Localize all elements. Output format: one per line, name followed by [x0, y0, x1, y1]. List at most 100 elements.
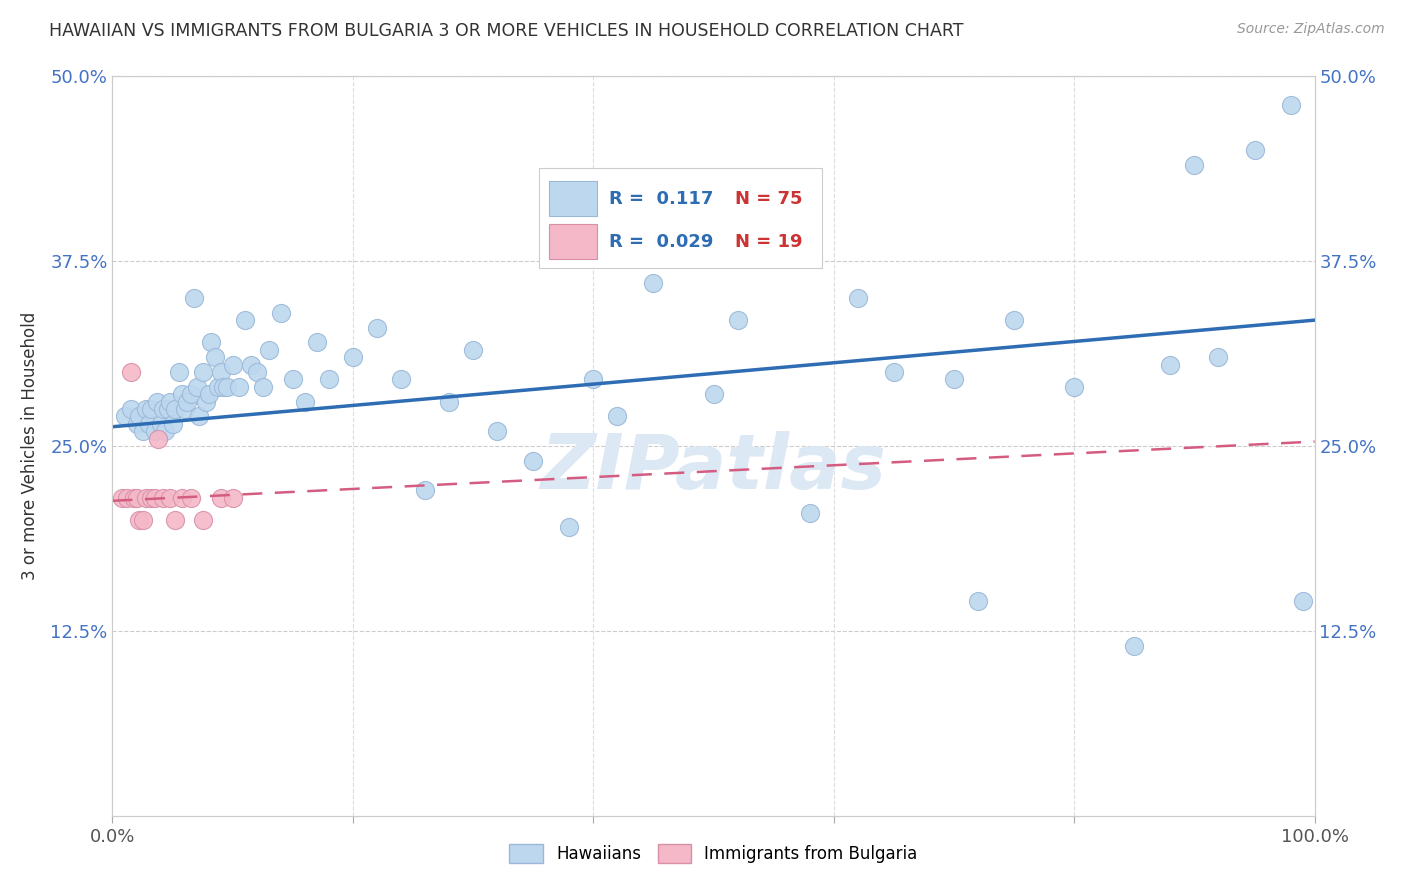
Point	[228, 380, 250, 394]
Point	[172, 491, 194, 505]
FancyBboxPatch shape	[548, 181, 598, 217]
Point	[212, 380, 235, 394]
Point	[159, 491, 181, 505]
Point	[389, 372, 412, 386]
Point	[138, 417, 160, 431]
FancyBboxPatch shape	[540, 169, 821, 268]
Point	[1184, 158, 1206, 172]
Point	[155, 424, 177, 438]
Point	[252, 380, 274, 394]
Point	[195, 394, 218, 409]
Point	[207, 380, 229, 394]
Point	[183, 291, 205, 305]
Point	[1123, 639, 1146, 653]
Point	[239, 358, 262, 372]
Point	[305, 335, 328, 350]
Point	[1243, 143, 1265, 157]
Point	[204, 350, 226, 364]
Point	[727, 313, 749, 327]
Point	[146, 394, 169, 409]
Point	[120, 365, 142, 379]
Point	[318, 372, 340, 386]
Point	[342, 350, 364, 364]
Point	[139, 401, 162, 416]
Point	[846, 291, 869, 305]
Point	[111, 491, 134, 505]
Text: ZIPatlas: ZIPatlas	[540, 431, 887, 505]
Point	[180, 387, 202, 401]
Point	[180, 491, 202, 505]
Point	[156, 401, 179, 416]
Point	[246, 365, 269, 379]
Point	[128, 409, 150, 424]
Point	[191, 365, 214, 379]
Point	[1208, 350, 1230, 364]
Point	[149, 417, 172, 431]
Point	[233, 313, 256, 327]
Point	[413, 483, 436, 498]
Point	[143, 491, 166, 505]
Point	[270, 306, 292, 320]
Point	[152, 491, 174, 505]
Point	[486, 424, 509, 438]
Point	[115, 491, 138, 505]
Point	[883, 365, 905, 379]
Point	[163, 401, 186, 416]
Point	[173, 401, 195, 416]
Point	[257, 343, 280, 357]
Point	[762, 246, 785, 260]
Point	[146, 432, 169, 446]
Point	[461, 343, 484, 357]
Point	[1002, 313, 1025, 327]
Point	[197, 387, 219, 401]
Point	[606, 409, 628, 424]
Point	[942, 372, 965, 386]
FancyBboxPatch shape	[548, 224, 598, 260]
Point	[703, 387, 725, 401]
Point	[1159, 358, 1181, 372]
Point	[1291, 594, 1313, 608]
Point	[799, 506, 821, 520]
Point	[163, 513, 186, 527]
Point	[162, 417, 184, 431]
Point	[135, 401, 157, 416]
Point	[125, 417, 148, 431]
Point	[294, 394, 316, 409]
Point	[135, 491, 157, 505]
Point	[281, 372, 304, 386]
Point	[143, 424, 166, 438]
Point	[120, 401, 142, 416]
Point	[176, 394, 198, 409]
Point	[188, 409, 211, 424]
Point	[582, 372, 605, 386]
Point	[114, 409, 136, 424]
Point	[131, 513, 153, 527]
Point	[522, 454, 544, 468]
Text: Source: ZipAtlas.com: Source: ZipAtlas.com	[1237, 22, 1385, 37]
Text: N = 19: N = 19	[735, 233, 803, 251]
Point	[643, 276, 665, 290]
Point	[967, 594, 990, 608]
Point	[167, 365, 190, 379]
Point	[125, 491, 148, 505]
Point	[191, 513, 214, 527]
Point	[159, 394, 181, 409]
Legend: Hawaiians, Immigrants from Bulgaria: Hawaiians, Immigrants from Bulgaria	[509, 844, 918, 863]
Point	[366, 320, 388, 334]
Point	[139, 491, 162, 505]
Point	[122, 491, 145, 505]
Point	[1063, 380, 1085, 394]
Point	[209, 491, 232, 505]
Point	[186, 380, 208, 394]
Point	[558, 520, 581, 534]
Point	[222, 358, 245, 372]
Point	[128, 513, 150, 527]
Y-axis label: 3 or more Vehicles in Household: 3 or more Vehicles in Household	[21, 312, 39, 580]
Text: HAWAIIAN VS IMMIGRANTS FROM BULGARIA 3 OR MORE VEHICLES IN HOUSEHOLD CORRELATION: HAWAIIAN VS IMMIGRANTS FROM BULGARIA 3 O…	[49, 22, 963, 40]
Text: R =  0.117: R = 0.117	[609, 190, 713, 208]
Point	[209, 365, 232, 379]
Point	[1279, 98, 1302, 112]
Point	[152, 401, 174, 416]
Text: R =  0.029: R = 0.029	[609, 233, 713, 251]
Point	[131, 424, 153, 438]
